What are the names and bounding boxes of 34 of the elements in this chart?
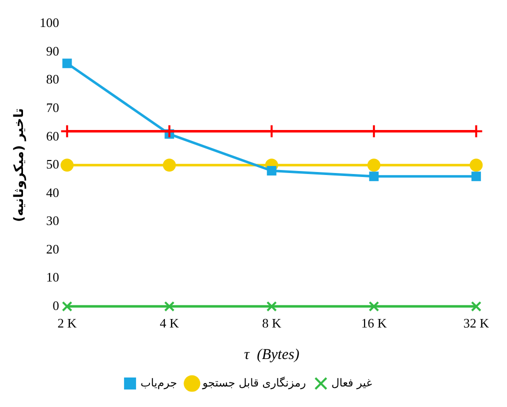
point	[471, 172, 481, 182]
y-tick-label: 50	[46, 156, 60, 172]
y-tick-label: 100	[40, 15, 60, 30]
y-axis-title: تاخیر (میکروثانیه)	[12, 108, 28, 222]
point	[62, 58, 72, 68]
x-tick-label: 2 K	[58, 316, 78, 331]
point	[470, 158, 483, 172]
point	[369, 172, 379, 182]
x-axis-title: τ (Bytes)	[244, 346, 300, 363]
x-tick-label: 32 K	[463, 316, 490, 331]
point	[368, 301, 380, 312]
point	[62, 301, 72, 312]
y-tick-label: 60	[46, 128, 60, 144]
point	[266, 166, 276, 176]
x-tick-label: 8 K	[262, 316, 282, 331]
point	[60, 158, 74, 172]
point	[266, 301, 277, 312]
y-tick-label: 90	[46, 43, 60, 58]
x-tick-label: 4 K	[160, 316, 180, 331]
point	[162, 158, 176, 172]
x-tick-label: 16 K	[361, 316, 388, 331]
y-tick-label: 0	[52, 298, 60, 313]
legend-label: جرم‌یاب	[140, 376, 178, 390]
y-tick-label: 10	[46, 270, 60, 285]
y-tick-label: 30	[46, 213, 60, 228]
legend-label: رمزنگاری قابل جستجو	[202, 376, 306, 390]
point	[470, 301, 482, 312]
y-tick-label: 80	[46, 72, 60, 87]
y-tick-label: 70	[46, 100, 60, 115]
point	[164, 301, 175, 312]
y-tick-label: 20	[46, 241, 60, 256]
point	[367, 158, 380, 172]
y-tick-label: 40	[46, 184, 60, 200]
legend-label: غیر فعال	[331, 376, 372, 390]
